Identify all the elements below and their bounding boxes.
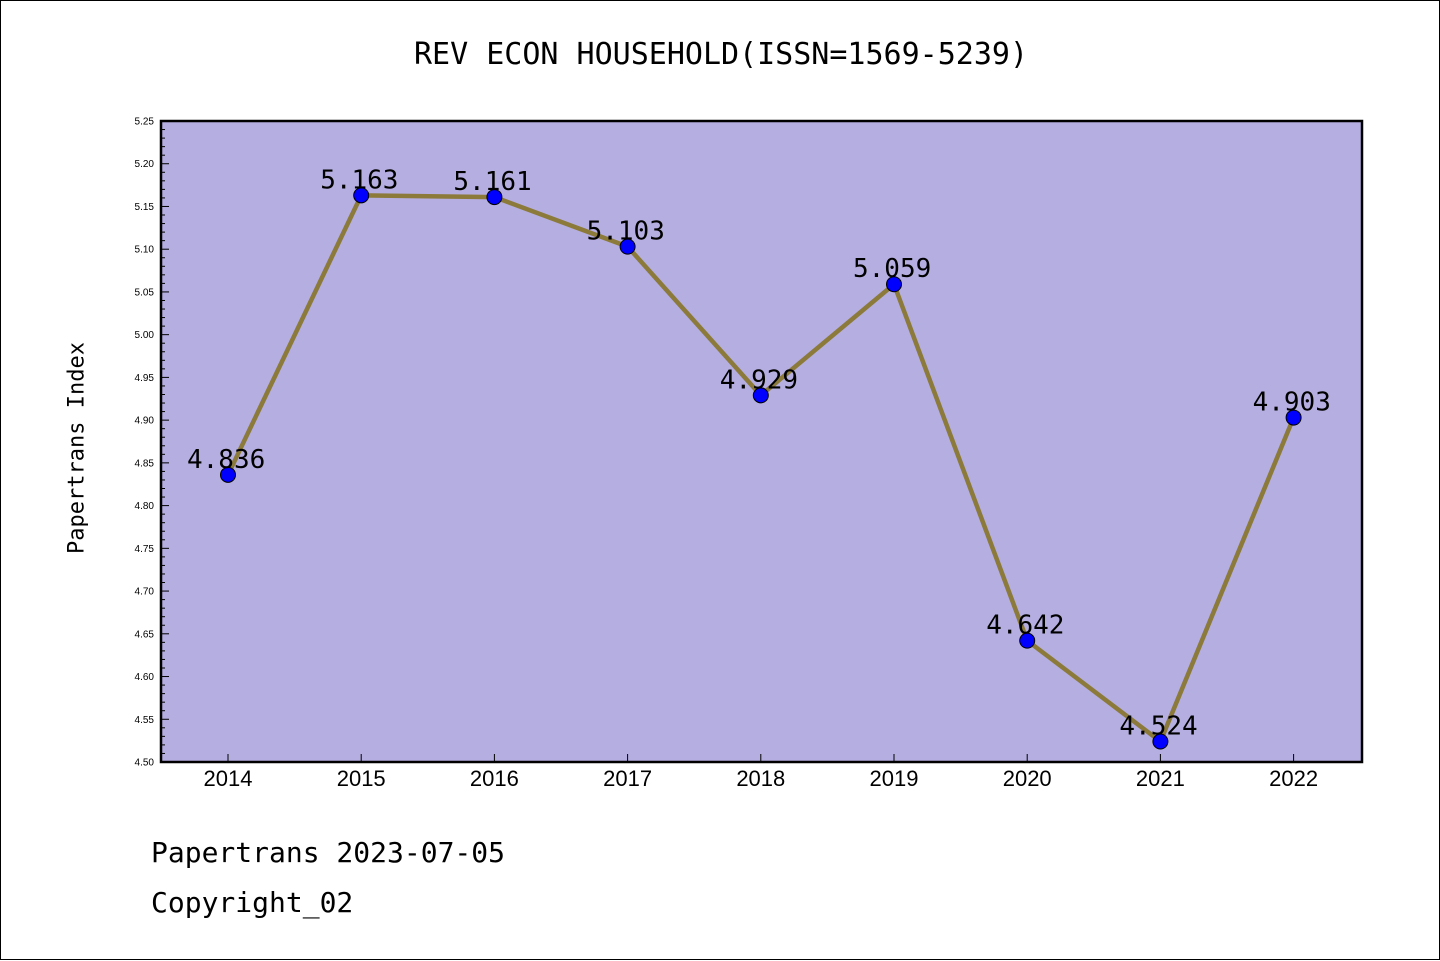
data-label: 4.929 (720, 365, 798, 395)
data-point (486, 189, 503, 206)
y-tick-label: 4.50 (135, 758, 155, 769)
data-label: 4.903 (1253, 388, 1331, 418)
plot-area (161, 121, 1362, 762)
x-tick-label: 2015 (337, 766, 386, 791)
y-tick-label: 4.70 (135, 587, 155, 598)
data-labels: 4.836 5.163 5.161 5.103 4.929 5.059 4.642 4.524… (187, 165, 1331, 741)
data-label: 5.103 (587, 217, 665, 247)
footer-copyright: Copyright_02 (151, 886, 354, 919)
x-tick-label: 2019 (870, 766, 919, 791)
y-tick-label: 4.75 (135, 544, 155, 555)
y-tick-label: 4.90 (135, 416, 155, 427)
plot-border (159, 119, 1364, 764)
data-label: 4.836 (187, 445, 265, 475)
data-label: 5.059 (853, 254, 931, 284)
data-label: 5.161 (453, 167, 531, 197)
x-tick-label: 2021 (1136, 766, 1185, 791)
y-tick-label: 4.55 (135, 715, 155, 726)
x-tick-label: 2018 (736, 766, 785, 791)
x-tick-label: 2014 (204, 766, 253, 791)
y-tick-label: 5.20 (135, 159, 155, 170)
x-tick-label: 2020 (1003, 766, 1052, 791)
data-point (1019, 632, 1036, 649)
y-tick-label: 4.85 (135, 458, 155, 469)
y-tick-label: 4.65 (135, 629, 155, 640)
footer-date: Papertrans 2023-07-05 (151, 836, 506, 869)
y-tick-label: 4.60 (135, 672, 155, 683)
data-point (353, 187, 370, 204)
data-markers (220, 187, 1302, 750)
y-tick-label: 5.05 (135, 287, 155, 298)
data-point (619, 238, 636, 255)
y-tick-label: 5.10 (135, 245, 155, 256)
y-axis: 4.50 4.55 4.60 4.65 4.70 4.75 4.80 4.85 4.90 4.95… (135, 117, 169, 769)
data-point (752, 387, 769, 404)
data-point (220, 466, 236, 483)
data-label: 5.163 (320, 165, 398, 195)
x-tick-label: 2017 (603, 766, 652, 791)
x-tick-label: 2016 (470, 766, 519, 791)
data-point (1285, 409, 1302, 426)
data-point (886, 276, 902, 293)
chart-title: REV ECON HOUSEHOLD(ISSN=1569-5239) (413, 37, 1029, 72)
y-tick-label: 5.25 (135, 117, 155, 128)
y-tick-label: 5.00 (135, 330, 155, 341)
y-tick-label: 5.15 (135, 202, 155, 213)
data-point (1152, 733, 1169, 750)
data-label: 4.524 (1119, 711, 1197, 741)
data-label: 4.642 (986, 611, 1064, 641)
y-tick-label: 4.80 (135, 501, 155, 512)
x-tick-label: 2022 (1269, 766, 1318, 791)
y-tick-label: 4.95 (135, 373, 155, 384)
x-axis: 2014 2015 2016 2017 2018 2019 2020 2021 2022 (204, 754, 1318, 791)
